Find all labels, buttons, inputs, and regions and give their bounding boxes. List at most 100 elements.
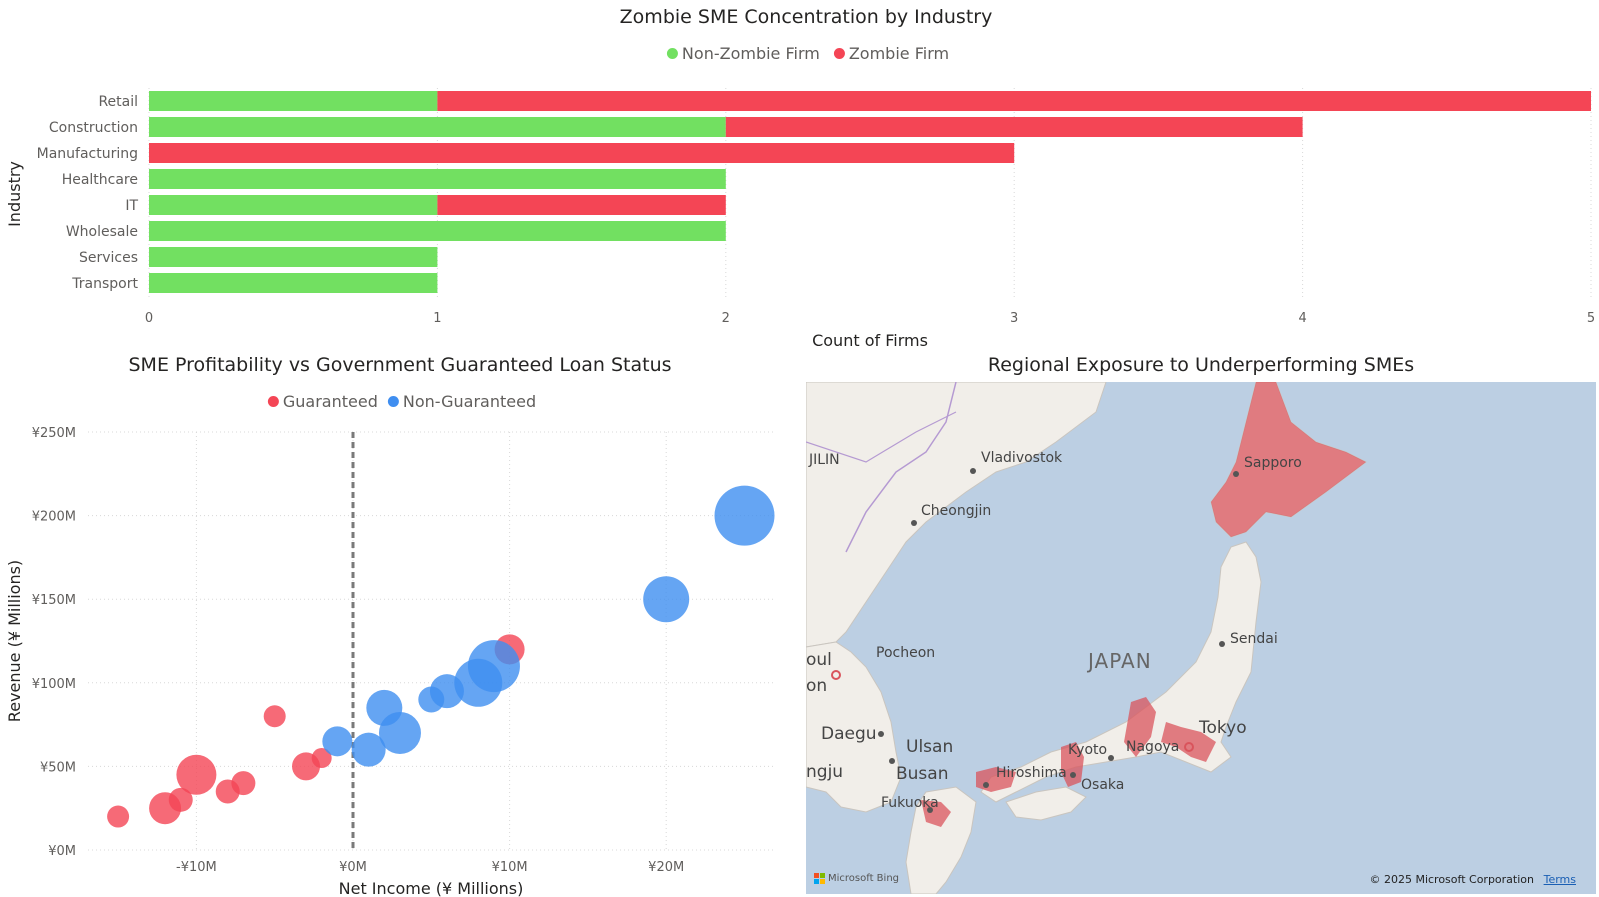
scatter-point-guaranteed[interactable] <box>311 748 332 769</box>
scatter-point-guaranteed[interactable] <box>176 754 217 795</box>
bar-segment-non-zombie-firm[interactable] <box>149 195 438 215</box>
scatter-chart-legend: Guaranteed Non-Guaranteed <box>264 392 536 411</box>
legend-guaranteed-label[interactable]: Guaranteed <box>282 392 378 411</box>
kyushu-landmass <box>905 786 977 894</box>
bar-chart-title: Zombie SME Concentration by Industry <box>619 6 993 28</box>
map-label-jilin: JILIN <box>809 452 840 468</box>
legend-zombie-label[interactable]: Zombie Firm <box>848 44 950 63</box>
map-copyright: © 2025 Microsoft Corporation <box>1369 873 1534 886</box>
map-label-japan: JAPAN <box>1088 649 1152 673</box>
scatter-x-axis-title: Net Income (¥ Millions) <box>339 879 524 897</box>
tokyo-region-highlight <box>1161 722 1216 762</box>
scatter-point-guaranteed[interactable] <box>107 805 130 828</box>
mainland-border-2 <box>806 411 957 463</box>
bar-segment-non-zombie-firm[interactable] <box>149 169 726 189</box>
scatter-point-guaranteed[interactable] <box>168 787 193 812</box>
map-label-tokyo: Tokyo <box>1199 718 1247 738</box>
scatter-point-non-guaranteed[interactable] <box>378 711 421 754</box>
bar-category-label: Transport <box>71 276 138 292</box>
bar-segment-non-zombie-firm[interactable] <box>149 221 726 241</box>
mainland-border <box>845 382 957 553</box>
microsoft-logo-icon <box>814 873 825 884</box>
map-label-on: on <box>806 676 828 696</box>
bar-x-tick-label: 2 <box>722 311 730 326</box>
map-graphic <box>806 382 1367 894</box>
map-label-sapporo: Sapporo <box>1244 455 1302 471</box>
scatter-point-guaranteed[interactable] <box>231 771 256 796</box>
bar-segment-non-zombie-firm[interactable] <box>149 273 438 293</box>
bar-chart-legend: Non-Zombie Firm Zombie Firm <box>663 44 949 63</box>
map-title: Regional Exposure to Underperforming SME… <box>987 354 1415 376</box>
scatter-y-tick-label: ¥150M <box>32 593 76 608</box>
shikoku-landmass <box>1005 786 1087 821</box>
hokkaido-highlight <box>1211 382 1366 537</box>
bar-segment-zombie-firm[interactable] <box>437 195 726 215</box>
bar-segment-zombie-firm[interactable] <box>437 91 1591 111</box>
bar-chart[interactable]: 0 1 2 3 4 5 Retail Construction Manufacturing Hea… <box>0 80 1599 360</box>
map-label-osaka: Osaka <box>1081 777 1125 793</box>
gifu-region-highlight <box>1124 697 1156 757</box>
map-label-ngju: ngju <box>806 762 844 782</box>
scatter-point-non-guaranteed[interactable] <box>351 732 386 767</box>
bar-segment-non-zombie-firm[interactable] <box>149 247 438 267</box>
osaka-region-highlight <box>1061 742 1084 787</box>
bar-x-tick-label: 0 <box>145 311 153 326</box>
legend-non-guaranteed-label[interactable]: Non-Guaranteed <box>402 392 537 411</box>
bar-segment-non-zombie-firm[interactable] <box>149 91 438 111</box>
mainland-landmass <box>806 382 1107 648</box>
scatter-y-tick-label: ¥100M <box>32 677 76 692</box>
fukuoka-region-highlight <box>921 800 951 827</box>
scatter-x-tick-label: ¥20M <box>648 860 684 875</box>
map-label-busan: Busan <box>896 764 949 784</box>
bar-segment-zombie-firm[interactable] <box>149 143 1015 163</box>
bing-logo: Microsoft Bing <box>814 873 899 884</box>
scatter-point-non-guaranteed[interactable] <box>467 640 520 693</box>
scatter-x-tick-label: -¥10M <box>176 860 217 875</box>
map-label-hiroshima: Hiroshima <box>996 765 1067 781</box>
scatter-point-guaranteed[interactable] <box>263 705 286 728</box>
bar-category-label: Construction <box>49 120 138 136</box>
scatter-point-non-guaranteed[interactable] <box>322 726 353 757</box>
scatter-chart-title: SME Profitability vs Government Guarante… <box>128 354 672 376</box>
scatter-x-tick-label: ¥10M <box>492 860 528 875</box>
map-label-pocheon: Pocheon <box>876 645 936 661</box>
bar-category-label: Wholesale <box>66 224 138 240</box>
map-label-cheongjin: Cheongjin <box>921 503 992 519</box>
region-map[interactable]: JILIN Vladivostok Cheongjin Sapporo Poch… <box>806 382 1596 894</box>
bar-segment-zombie-firm[interactable] <box>725 117 1303 137</box>
bar-x-tick-label: 1 <box>433 311 441 326</box>
scatter-y-tick-label: ¥50M <box>40 760 76 775</box>
bar-y-axis-title: Industry <box>5 161 24 227</box>
map-label-ulsan: Ulsan <box>906 737 954 757</box>
legend-non-guaranteed-marker <box>387 396 399 407</box>
bar-category-label: Manufacturing <box>37 146 138 162</box>
legend-non-zombie-label[interactable]: Non-Zombie Firm <box>681 44 820 63</box>
scatter-x-tick-label: ¥0M <box>339 860 367 875</box>
map-terms-link[interactable]: Terms <box>1543 873 1576 886</box>
legend-non-zombie-marker <box>666 48 678 59</box>
scatter-y-axis-title: Revenue (¥ Millions) <box>5 560 24 722</box>
bar-x-tick-label: 5 <box>1587 311 1595 326</box>
korea-landmass <box>806 641 902 813</box>
scatter-y-tick-label: ¥200M <box>32 510 76 525</box>
bar-x-tick-label: 4 <box>1298 311 1306 326</box>
map-label-sendai: Sendai <box>1230 631 1278 647</box>
scatter-y-tick-label: ¥250M <box>32 426 76 441</box>
map-label-fukuoka: Fukuoka <box>881 795 939 811</box>
bar-segment-non-zombie-firm[interactable] <box>149 117 726 137</box>
scatter-y-tick-label: ¥0M <box>48 844 76 859</box>
map-label-daegu: Daegu <box>821 724 877 744</box>
map-label-kyoto: Kyoto <box>1068 742 1108 758</box>
map-label-vladivostok: Vladivostok <box>981 450 1063 466</box>
scatter-point-non-guaranteed[interactable] <box>714 485 775 546</box>
bar-category-label: Healthcare <box>62 172 138 188</box>
bar-category-label: IT <box>125 198 138 214</box>
legend-guaranteed-marker <box>267 396 279 407</box>
bar-category-label: Retail <box>98 94 138 110</box>
bar-x-axis-title: Count of Firms <box>812 331 928 350</box>
map-label-nagoya: Nagoya <box>1126 739 1180 755</box>
legend-zombie-marker <box>833 48 845 59</box>
scatter-point-non-guaranteed[interactable] <box>643 576 690 623</box>
bar-x-tick-label: 3 <box>1010 311 1018 326</box>
scatter-chart[interactable]: ¥250M ¥200M ¥150M ¥100M ¥50M ¥0M -¥10M ¥0M ¥10M ¥… <box>0 420 790 897</box>
